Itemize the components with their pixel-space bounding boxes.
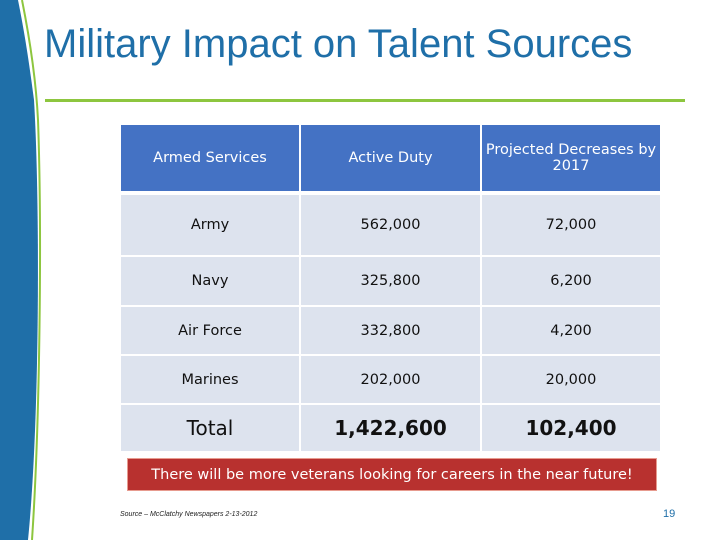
active-duty-value: 332,800 [301, 307, 482, 356]
row-label: Army [121, 195, 301, 257]
header-active-duty: Active Duty [301, 125, 482, 195]
total-decrease: 102,400 [482, 405, 660, 453]
military-table: Armed Services Active Duty Projected Dec… [121, 125, 660, 453]
row-label: Air Force [121, 307, 301, 356]
slide-title: Military Impact on Talent Sources [44, 22, 633, 66]
table-row: Air Force 332,800 4,200 [121, 307, 660, 356]
table-header-row: Armed Services Active Duty Projected Dec… [121, 125, 660, 195]
page-number: 19 [663, 508, 676, 520]
header-projected-decreases: Projected Decreases by 2017 [482, 125, 660, 195]
active-duty-value: 562,000 [301, 195, 482, 257]
total-label: Total [121, 405, 301, 453]
total-active-duty: 1,422,600 [301, 405, 482, 453]
total-row: Total 1,422,600 102,400 [121, 405, 660, 453]
row-label: Navy [121, 257, 301, 307]
callout-banner: There will be more veterans looking for … [127, 458, 657, 491]
header-armed-services: Armed Services [121, 125, 301, 195]
decrease-value: 72,000 [482, 195, 660, 257]
source-note: Source – McClatchy Newspapers 2-13-2012 [120, 511, 258, 518]
title-divider [45, 99, 685, 102]
decrease-value: 20,000 [482, 356, 660, 405]
decrease-value: 4,200 [482, 307, 660, 356]
table-row: Navy 325,800 6,200 [121, 257, 660, 307]
table-row: Marines 202,000 20,000 [121, 356, 660, 405]
active-duty-value: 325,800 [301, 257, 482, 307]
decrease-value: 6,200 [482, 257, 660, 307]
table-row: Army 562,000 72,000 [121, 195, 660, 257]
row-label: Marines [121, 356, 301, 405]
active-duty-value: 202,000 [301, 356, 482, 405]
